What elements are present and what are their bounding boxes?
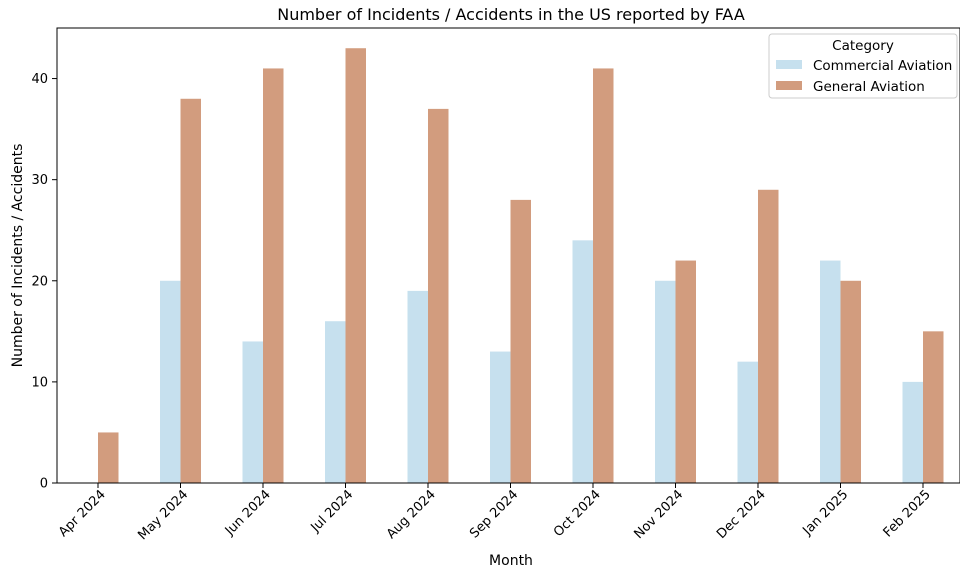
x-tick-label: Sep 2024	[467, 487, 521, 541]
x-tick-label: May 2024	[135, 487, 191, 543]
x-tick-label: Jun 2024	[222, 487, 274, 539]
x-tick-label: Jan 2025	[800, 487, 852, 539]
bar-commercial-aviation-8	[737, 361, 758, 483]
bar-general-aviation-6	[593, 68, 614, 483]
bars-layer	[98, 48, 944, 484]
x-axis: Apr 2024 May 2024 Jun 2024 Jul 2024 Aug 2024…	[56, 483, 934, 543]
bar-general-aviation-3	[345, 48, 366, 483]
bar-commercial-aviation-7	[655, 280, 676, 483]
x-axis-title: Month	[489, 553, 533, 569]
bar-general-aviation-10	[923, 331, 944, 483]
bar-commercial-aviation-10	[902, 381, 923, 483]
legend-label-general-aviation: General Aviation	[813, 79, 925, 95]
legend-title: Category	[832, 38, 894, 54]
legend-swatch-commercial-aviation	[776, 60, 802, 69]
y-tick-label: 20	[31, 274, 48, 289]
bar-general-aviation-8	[758, 189, 779, 483]
bar-general-aviation-5	[510, 199, 531, 483]
x-tick-label: Aug 2024	[384, 487, 439, 542]
legend-swatch-general-aviation	[776, 81, 802, 90]
y-tick-label: 40	[31, 72, 48, 87]
bar-general-aviation-7	[675, 260, 696, 483]
x-tick-label: Jul 2024	[308, 487, 357, 536]
bar-general-aviation-0	[98, 432, 119, 483]
plot-frame	[56, 27, 960, 484]
bar-commercial-aviation-6	[572, 240, 593, 483]
bar-commercial-aviation-9	[820, 260, 841, 483]
y-tick-label: 30	[31, 173, 48, 188]
y-axis: 0 10 20 30 40	[31, 72, 57, 492]
bar-commercial-aviation-5	[490, 351, 511, 483]
bar-commercial-aviation-1	[160, 280, 181, 483]
legend-label-commercial-aviation: Commercial Aviation	[813, 58, 952, 74]
legend-box	[768, 33, 958, 99]
y-tick-label: 0	[40, 477, 48, 492]
x-tick-label: Feb 2025	[881, 487, 934, 540]
bar-commercial-aviation-4	[407, 290, 428, 483]
bar-general-aviation-9	[840, 280, 861, 483]
bar-general-aviation-2	[263, 68, 284, 483]
bar-commercial-aviation-3	[325, 321, 346, 483]
x-tick-label: Oct 2024	[551, 487, 604, 540]
bar-commercial-aviation-2	[242, 341, 263, 483]
x-tick-label: Dec 2024	[714, 487, 769, 542]
chart-title: Number of Incidents / Accidents in the U…	[277, 5, 745, 24]
x-tick-label: Nov 2024	[631, 487, 686, 542]
y-axis-title: Number of Incidents / Accidents	[10, 144, 26, 368]
x-tick-label: Apr 2024	[56, 487, 109, 540]
bar-general-aviation-1	[180, 98, 201, 484]
legend: Category Commercial Aviation General Avi…	[768, 33, 958, 99]
bar-general-aviation-4	[428, 108, 449, 483]
y-tick-label: 10	[31, 375, 48, 390]
